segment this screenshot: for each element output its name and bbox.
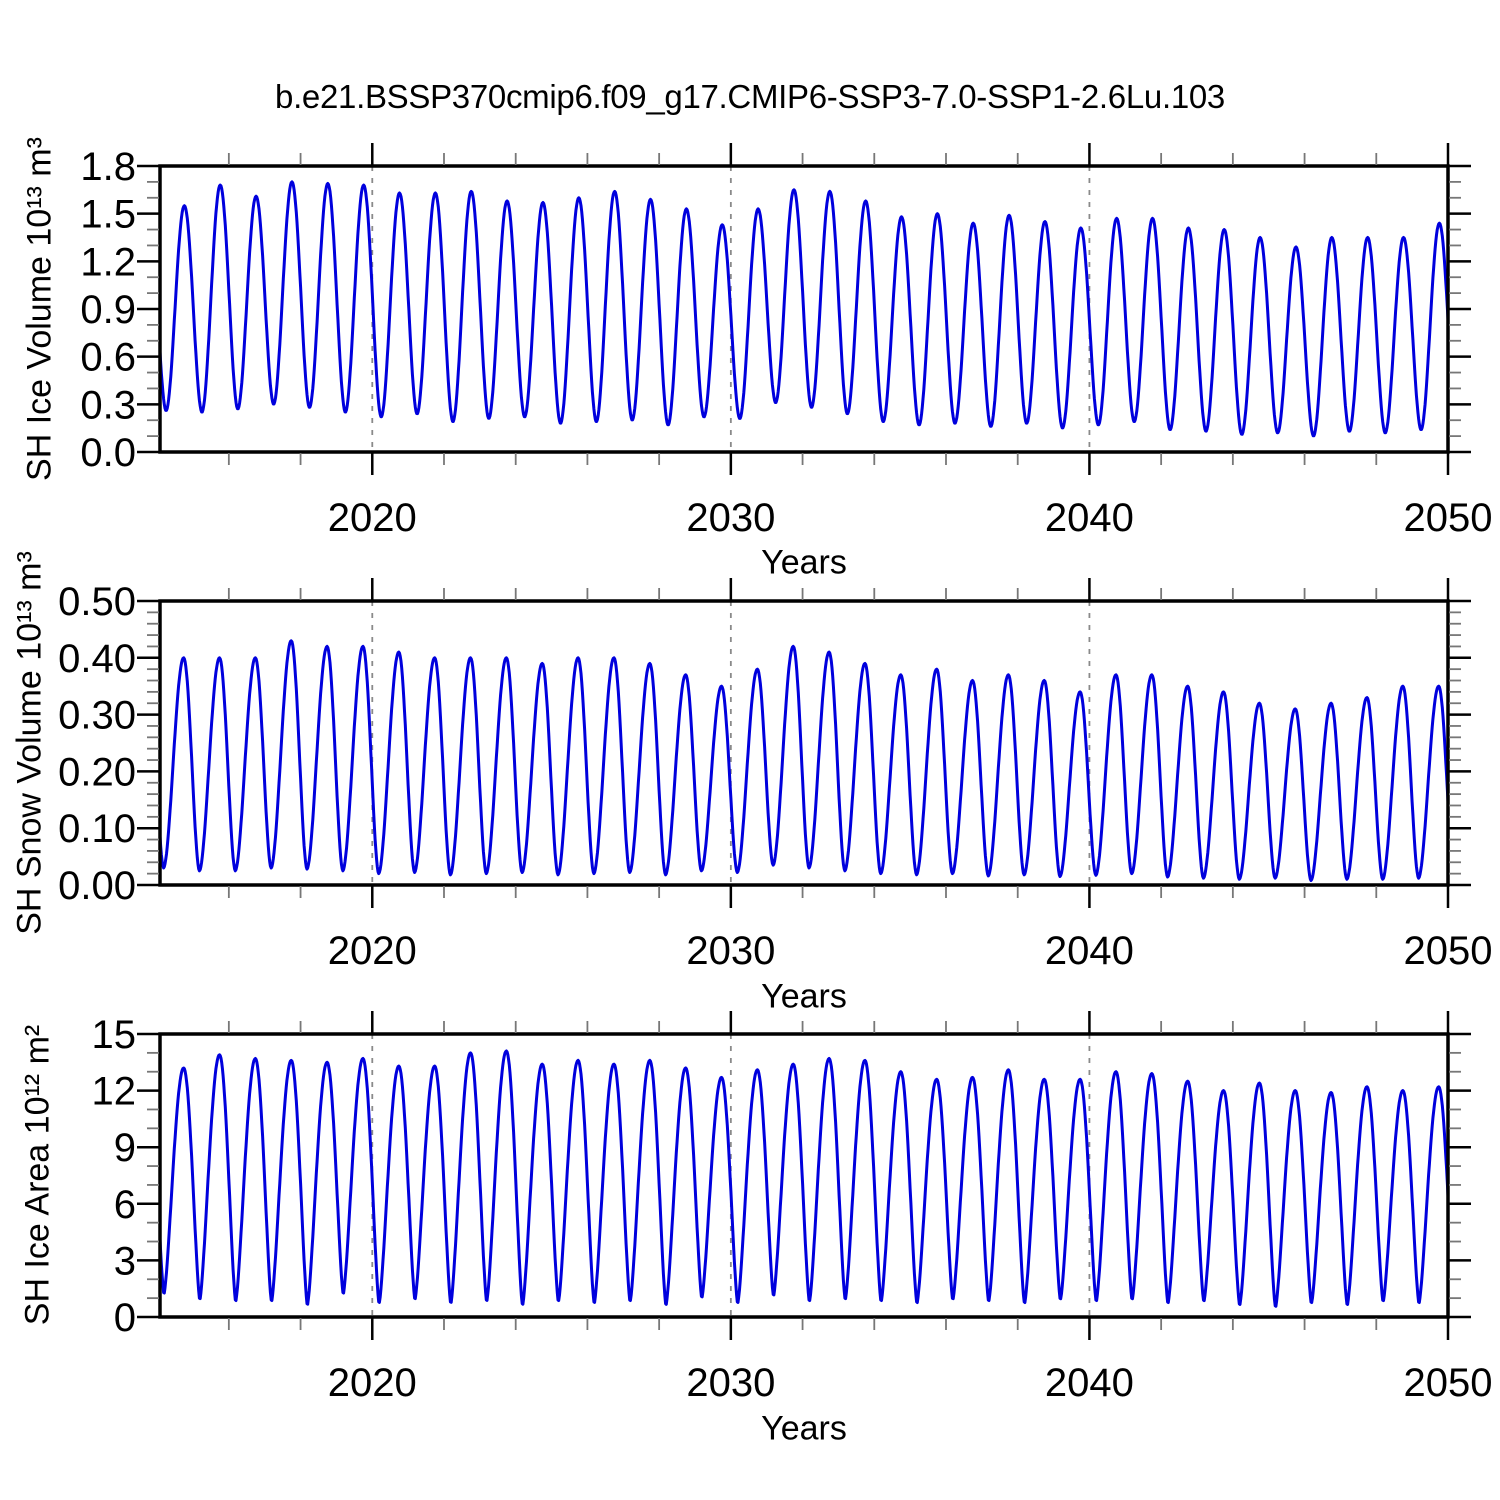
y-tick-label: 9: [114, 1126, 136, 1170]
x-tick-label: 2050: [1404, 929, 1493, 973]
x-tick-label: 2040: [1045, 1361, 1134, 1405]
x-tick-label: 2030: [686, 496, 775, 540]
y-tick-label: 0.20: [58, 750, 136, 794]
x-tick-label: 2050: [1404, 496, 1493, 540]
y-tick-label: 0.3: [80, 383, 136, 427]
data-line-sh-ice-area: [160, 1049, 1448, 1308]
x-axis-label-years-panel3: Years: [761, 1409, 847, 1448]
y-tick-label: 0.50: [58, 580, 136, 624]
y-tick-label: 0.9: [80, 288, 136, 332]
y-tick-label: 0.6: [80, 336, 136, 380]
y-tick-label: 1.5: [80, 193, 136, 237]
x-axis-label-years-panel1: Years: [761, 543, 847, 582]
plot-title: b.e21.BSSP370cmip6.f09_g17.CMIP6-SSP3-7.…: [275, 78, 1225, 115]
x-tick-label: 2020: [328, 496, 417, 540]
panel-frame-sh-ice-volume: [158, 164, 1450, 454]
y-tick-label: 6: [114, 1183, 136, 1227]
panel-frame-sh-snow-volume: [158, 599, 1450, 887]
data-line-sh-ice-volume: [160, 180, 1448, 438]
x-axis-label-years-panel2: Years: [761, 977, 847, 1016]
y-tick-label: 3: [114, 1239, 136, 1283]
y-tick-label: 0.40: [58, 637, 136, 681]
x-tick-label: 2050: [1404, 1361, 1493, 1405]
x-tick-label: 2040: [1045, 929, 1134, 973]
y-tick-label: 1.8: [80, 145, 136, 189]
panel-frame-sh-ice-area: [158, 1032, 1450, 1319]
y-tick-label: 15: [92, 1013, 137, 1057]
y-tick-label: 0.0: [80, 431, 136, 475]
x-tick-label: 2020: [328, 929, 417, 973]
x-tick-label: 2030: [686, 929, 775, 973]
y-tick-label: 0: [114, 1296, 136, 1340]
y-tick-label: 0.00: [58, 864, 136, 908]
data-line-sh-snow-volume: [160, 639, 1448, 882]
y-axis-label-ice-volume: SH Ice Volume 10¹³ m³: [20, 137, 59, 481]
y-tick-label: 1.2: [80, 240, 136, 284]
y-tick-label: 0.30: [58, 694, 136, 738]
x-tick-label: 2030: [686, 1361, 775, 1405]
y-tick-label: 0.10: [58, 807, 136, 851]
y-axis-label-ice-area: SH Ice Area 10¹² m²: [18, 1024, 57, 1326]
x-tick-label: 2040: [1045, 496, 1134, 540]
y-tick-label: 12: [92, 1070, 137, 1114]
x-tick-label: 2020: [328, 1361, 417, 1405]
y-axis-label-snow-volume: SH Snow Volume 10¹³ m³: [10, 551, 49, 935]
